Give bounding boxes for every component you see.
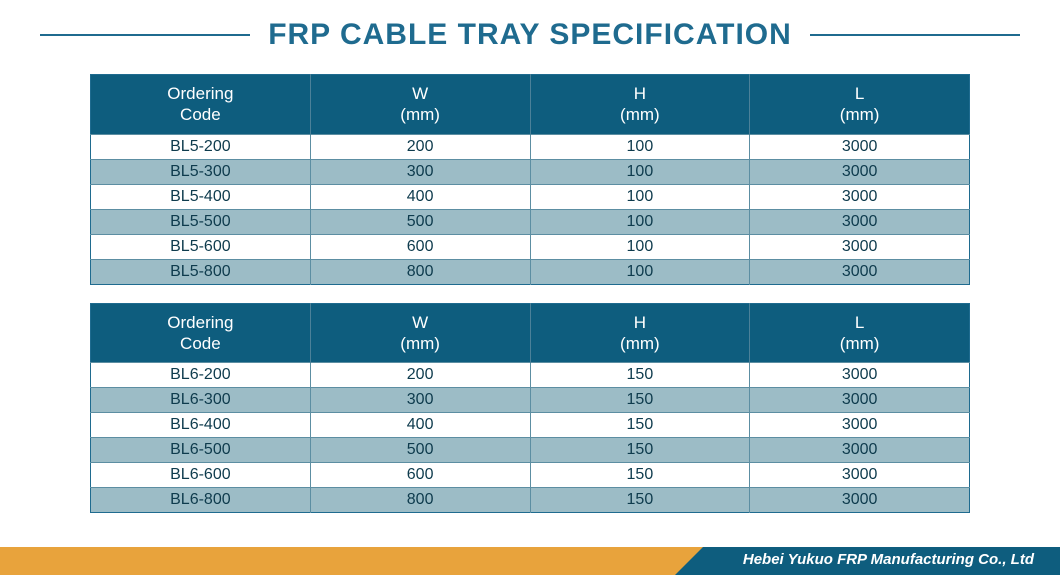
table-cell: BL5-800 [91, 259, 311, 284]
table-cell: 100 [530, 209, 750, 234]
table-cell: 200 [310, 134, 530, 159]
table-cell: 400 [310, 184, 530, 209]
col-header: L(mm) [750, 75, 970, 135]
col-header: L(mm) [750, 303, 970, 363]
table-cell: 150 [530, 438, 750, 463]
table-cell: BL6-200 [91, 363, 311, 388]
table-cell: 800 [310, 488, 530, 513]
table-cell: 600 [310, 234, 530, 259]
footer-company: Hebei Yukuo FRP Manufacturing Co., Ltd [703, 547, 1060, 575]
page-title-wrap: FRP CABLE TRAY SPECIFICATION [0, 0, 1060, 52]
table-cell: 150 [530, 463, 750, 488]
table-row: BL6-6006001503000 [91, 463, 970, 488]
title-rule-right [810, 34, 1020, 36]
table-cell: 800 [310, 259, 530, 284]
col-header: W(mm) [310, 75, 530, 135]
table-row: BL5-4004001003000 [91, 184, 970, 209]
table-row: BL5-6006001003000 [91, 234, 970, 259]
title-rule-left [40, 34, 250, 36]
table-cell: BL5-600 [91, 234, 311, 259]
table-cell: 200 [310, 363, 530, 388]
table-row: BL5-2002001003000 [91, 134, 970, 159]
table-row: BL6-5005001503000 [91, 438, 970, 463]
table-cell: 3000 [750, 463, 970, 488]
table-cell: 150 [530, 413, 750, 438]
table-cell: 600 [310, 463, 530, 488]
table-cell: 3000 [750, 134, 970, 159]
table-row: BL6-3003001503000 [91, 388, 970, 413]
table-cell: 100 [530, 234, 750, 259]
footer-bar: Hebei Yukuo FRP Manufacturing Co., Ltd [0, 547, 1060, 575]
table-cell: 3000 [750, 259, 970, 284]
table-cell: BL6-600 [91, 463, 311, 488]
table-cell: 300 [310, 388, 530, 413]
table-cell: 3000 [750, 184, 970, 209]
table-cell: 150 [530, 363, 750, 388]
table-cell: 100 [530, 259, 750, 284]
table-cell: BL5-200 [91, 134, 311, 159]
table-row: BL6-4004001503000 [91, 413, 970, 438]
table-cell: 400 [310, 413, 530, 438]
table-cell: 150 [530, 388, 750, 413]
col-header: OrderingCode [91, 75, 311, 135]
table-cell: 3000 [750, 363, 970, 388]
spec-table-0: OrderingCodeW(mm)H(mm)L(mm)BL5-200200100… [90, 74, 970, 285]
spec-table-1: OrderingCodeW(mm)H(mm)L(mm)BL6-200200150… [90, 303, 970, 514]
table-row: BL5-3003001003000 [91, 159, 970, 184]
table-cell: BL5-400 [91, 184, 311, 209]
footer-accent [0, 547, 703, 575]
tables-region: OrderingCodeW(mm)H(mm)L(mm)BL5-200200100… [0, 52, 1060, 513]
table-cell: 3000 [750, 159, 970, 184]
table-cell: 500 [310, 438, 530, 463]
table-row: BL5-5005001003000 [91, 209, 970, 234]
table-cell: 3000 [750, 234, 970, 259]
table-cell: 500 [310, 209, 530, 234]
col-header: H(mm) [530, 303, 750, 363]
table-row: BL5-8008001003000 [91, 259, 970, 284]
table-cell: BL6-400 [91, 413, 311, 438]
col-header: W(mm) [310, 303, 530, 363]
table-cell: 300 [310, 159, 530, 184]
col-header: H(mm) [530, 75, 750, 135]
table-cell: 100 [530, 184, 750, 209]
table-cell: BL5-300 [91, 159, 311, 184]
table-cell: 3000 [750, 388, 970, 413]
col-header: OrderingCode [91, 303, 311, 363]
table-cell: BL6-300 [91, 388, 311, 413]
table-cell: 100 [530, 159, 750, 184]
table-cell: BL6-500 [91, 438, 311, 463]
table-cell: BL6-800 [91, 488, 311, 513]
table-cell: 3000 [750, 413, 970, 438]
table-cell: 3000 [750, 488, 970, 513]
table-cell: 150 [530, 488, 750, 513]
table-cell: 3000 [750, 209, 970, 234]
table-row: BL6-8008001503000 [91, 488, 970, 513]
table-cell: 100 [530, 134, 750, 159]
table-cell: 3000 [750, 438, 970, 463]
page-title: FRP CABLE TRAY SPECIFICATION [268, 18, 792, 52]
table-cell: BL5-500 [91, 209, 311, 234]
table-row: BL6-2002001503000 [91, 363, 970, 388]
